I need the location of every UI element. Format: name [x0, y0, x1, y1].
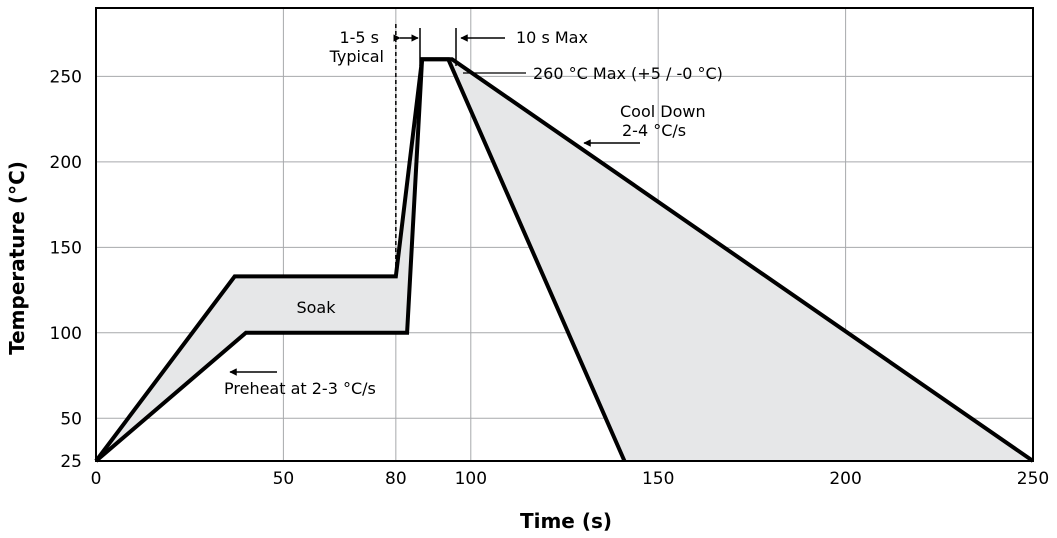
max-temp-label: 260 °C Max (+5 / -0 °C) [533, 64, 723, 83]
axis-ticks: 0 50 80 100 150 200 250 25 50 100 150 200 250 [50, 67, 1050, 489]
y-tick-label: 150 [50, 238, 82, 258]
lower-profile-line [94, 57, 627, 463]
x-tick-label: 200 [829, 469, 861, 489]
x-tick-label: 0 [91, 469, 102, 489]
y-tick-label: 250 [50, 67, 82, 87]
x-tick-label: 50 [273, 469, 295, 489]
y-tick-label: 25 [60, 452, 82, 472]
x-tick-label: 80 [385, 469, 407, 489]
y-tick-label: 100 [50, 324, 82, 344]
profile-lines [94, 57, 1035, 463]
process-window-area [96, 59, 1033, 461]
plot-frame [95, 7, 1034, 462]
upper-profile-line [94, 57, 1035, 463]
y-axis-title: Temperature (°C) [5, 161, 29, 355]
cool-down-label-line2: 2-4 °C/s [622, 121, 686, 140]
cool-down-label-line1: Cool Down [620, 102, 706, 121]
typical-label-line2: Typical [329, 47, 384, 66]
x-axis-title: Time (s) [520, 509, 612, 533]
max-time-label: 10 s Max [516, 28, 588, 47]
x-tick-label: 150 [642, 469, 674, 489]
soak-label: Soak [296, 298, 336, 317]
y-tick-label: 200 [50, 153, 82, 173]
x-tick-label: 100 [455, 469, 487, 489]
y-tick-label: 50 [60, 409, 82, 429]
x-tick-label: 250 [1017, 469, 1049, 489]
preheat-label: Preheat at 2-3 °C/s [224, 379, 376, 398]
typical-label-line1: 1-5 s [339, 28, 379, 47]
process-window-fill [96, 59, 1033, 461]
